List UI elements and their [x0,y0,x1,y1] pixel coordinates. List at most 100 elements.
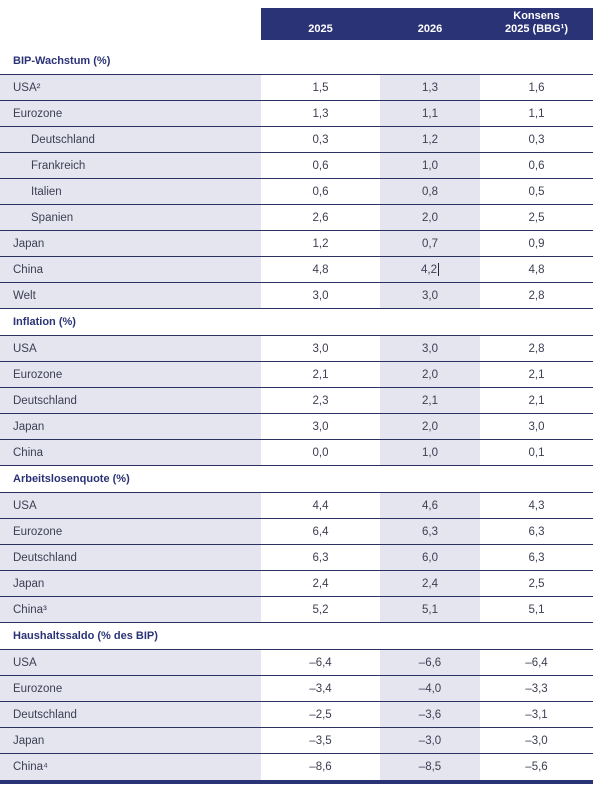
row-label[interactable]: Eurozone [0,519,261,544]
value-cell[interactable]: 4,2 [380,257,480,282]
value-cell[interactable]: 6,3 [261,545,380,570]
value-cell[interactable]: 3,0 [380,283,480,308]
section-title[interactable]: BIP-Wachstum (%) [0,40,593,75]
value-cell[interactable]: –3,3 [480,676,593,701]
value-cell[interactable]: 3,0 [380,336,480,361]
value-cell[interactable]: 3,0 [261,414,380,439]
value-cell[interactable]: 0,5 [480,179,593,204]
value-cell[interactable]: 1,0 [380,153,480,178]
row-label[interactable]: Welt [0,283,261,308]
value-cell[interactable]: 6,0 [380,545,480,570]
value-cell[interactable]: –6,4 [480,650,593,675]
value-cell[interactable]: 4,4 [261,493,380,518]
value-cell[interactable]: 0,0 [261,440,380,465]
row-label[interactable]: Deutschland [0,388,261,413]
column-header-2025[interactable]: 2025 [308,23,333,35]
row-label[interactable]: Eurozone [0,676,261,701]
value-cell[interactable]: 2,6 [261,205,380,230]
value-cell[interactable]: 1,1 [380,101,480,126]
value-cell[interactable]: 2,1 [380,388,480,413]
section-title[interactable]: Haushaltssaldo (% des BIP) [0,623,593,650]
row-label[interactable]: USA [0,493,261,518]
row-label[interactable]: Japan [0,728,261,753]
value-cell[interactable]: 1,5 [261,75,380,100]
value-cell[interactable]: –3,1 [480,702,593,727]
value-cell[interactable]: 0,7 [380,231,480,256]
value-cell[interactable]: 5,2 [261,597,380,622]
value-cell[interactable]: –3,0 [380,728,480,753]
section-title[interactable]: Arbeitslosenquote (%) [0,466,593,493]
row-label[interactable]: China [0,257,261,282]
value-cell[interactable]: 1,0 [380,440,480,465]
value-cell[interactable]: –6,4 [261,650,380,675]
value-cell[interactable]: 4,3 [480,493,593,518]
value-cell[interactable]: 0,8 [380,179,480,204]
value-cell[interactable]: 3,0 [261,283,380,308]
section-title[interactable]: Inflation (%) [0,309,593,336]
row-label[interactable]: USA [0,336,261,361]
value-cell[interactable]: 0,6 [261,153,380,178]
value-cell[interactable]: 5,1 [380,597,480,622]
value-cell[interactable]: 2,3 [261,388,380,413]
value-cell[interactable]: 1,6 [480,75,593,100]
value-cell[interactable]: 6,3 [380,519,480,544]
value-cell[interactable]: 2,8 [480,283,593,308]
value-cell[interactable]: –6,6 [380,650,480,675]
value-cell[interactable]: 1,2 [380,127,480,152]
value-cell[interactable]: –4,0 [380,676,480,701]
value-cell[interactable]: 2,1 [480,362,593,387]
row-label[interactable]: China⁴ [0,754,261,780]
value-cell[interactable]: 2,4 [261,571,380,596]
value-cell[interactable]: –2,5 [261,702,380,727]
row-label[interactable]: Eurozone [0,362,261,387]
column-header-2026[interactable]: 2026 [417,23,443,35]
row-label[interactable]: China [0,440,261,465]
value-cell[interactable]: 4,8 [480,257,593,282]
row-label[interactable]: USA [0,650,261,675]
row-label[interactable]: Italien [0,179,261,204]
value-cell[interactable]: 3,0 [261,336,380,361]
value-cell[interactable]: 0,1 [480,440,593,465]
column-header-konsens[interactable]: Konsens 2025 (BBG¹) [480,8,593,40]
value-cell[interactable]: 1,2 [261,231,380,256]
value-cell[interactable]: 0,6 [261,179,380,204]
row-label[interactable]: Japan [0,571,261,596]
value-cell[interactable]: 0,9 [480,231,593,256]
value-cell[interactable]: 0,3 [480,127,593,152]
value-cell[interactable]: 4,6 [380,493,480,518]
row-label[interactable]: USA² [0,75,261,100]
row-label[interactable]: Deutschland [0,545,261,570]
row-label[interactable]: Japan [0,414,261,439]
value-cell[interactable]: 1,3 [261,101,380,126]
value-cell[interactable]: 6,3 [480,545,593,570]
row-label[interactable]: Deutschland [0,702,261,727]
value-cell[interactable]: 2,1 [480,388,593,413]
value-cell[interactable]: 4,8 [261,257,380,282]
row-label[interactable]: Frankreich [0,153,261,178]
value-cell[interactable]: 2,0 [380,414,480,439]
value-cell[interactable]: 1,1 [480,101,593,126]
row-label[interactable]: Spanien [0,205,261,230]
value-cell[interactable]: –8,6 [261,754,380,780]
value-cell[interactable]: 2,1 [261,362,380,387]
value-cell[interactable]: –3,6 [380,702,480,727]
value-cell[interactable]: 1,3 [380,75,480,100]
row-label[interactable]: Eurozone [0,101,261,126]
value-cell[interactable]: –3,4 [261,676,380,701]
value-cell[interactable]: 5,1 [480,597,593,622]
value-cell[interactable]: 2,0 [380,205,480,230]
value-cell[interactable]: 2,8 [480,336,593,361]
value-cell[interactable]: 6,3 [480,519,593,544]
value-cell[interactable]: 6,4 [261,519,380,544]
value-cell[interactable]: –3,0 [480,728,593,753]
row-label[interactable]: Deutschland [0,127,261,152]
row-label[interactable]: China³ [0,597,261,622]
value-cell[interactable]: 2,4 [380,571,480,596]
value-cell[interactable]: –8,5 [380,754,480,780]
value-cell[interactable]: 0,3 [261,127,380,152]
value-cell[interactable]: 2,5 [480,205,593,230]
value-cell[interactable]: –5,6 [480,754,593,780]
value-cell[interactable]: 2,0 [380,362,480,387]
value-cell[interactable]: 3,0 [480,414,593,439]
value-cell[interactable]: –3,5 [261,728,380,753]
